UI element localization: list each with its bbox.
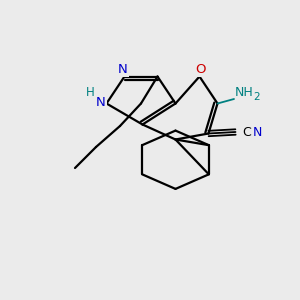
Text: C: C (242, 125, 251, 139)
Text: O: O (196, 63, 206, 76)
Text: 2: 2 (253, 92, 260, 103)
Text: H: H (85, 85, 94, 99)
Text: N: N (118, 63, 128, 76)
Text: NH: NH (235, 86, 254, 99)
Text: N: N (96, 95, 106, 109)
Text: N: N (252, 125, 262, 139)
